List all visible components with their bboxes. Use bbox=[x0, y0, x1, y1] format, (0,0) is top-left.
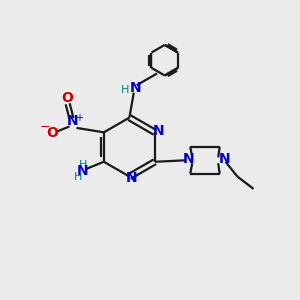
Text: N: N bbox=[153, 124, 164, 138]
Text: H: H bbox=[121, 85, 129, 94]
Text: N: N bbox=[67, 114, 79, 128]
Text: H: H bbox=[74, 172, 82, 182]
Text: N: N bbox=[130, 81, 141, 95]
Text: −: − bbox=[40, 122, 50, 134]
Text: +: + bbox=[76, 113, 83, 124]
Text: O: O bbox=[62, 92, 74, 106]
Text: N: N bbox=[183, 152, 195, 166]
Text: H: H bbox=[79, 160, 87, 170]
Text: N: N bbox=[126, 171, 138, 185]
Text: O: O bbox=[46, 126, 58, 140]
Text: N: N bbox=[77, 164, 88, 178]
Text: N: N bbox=[219, 152, 230, 166]
